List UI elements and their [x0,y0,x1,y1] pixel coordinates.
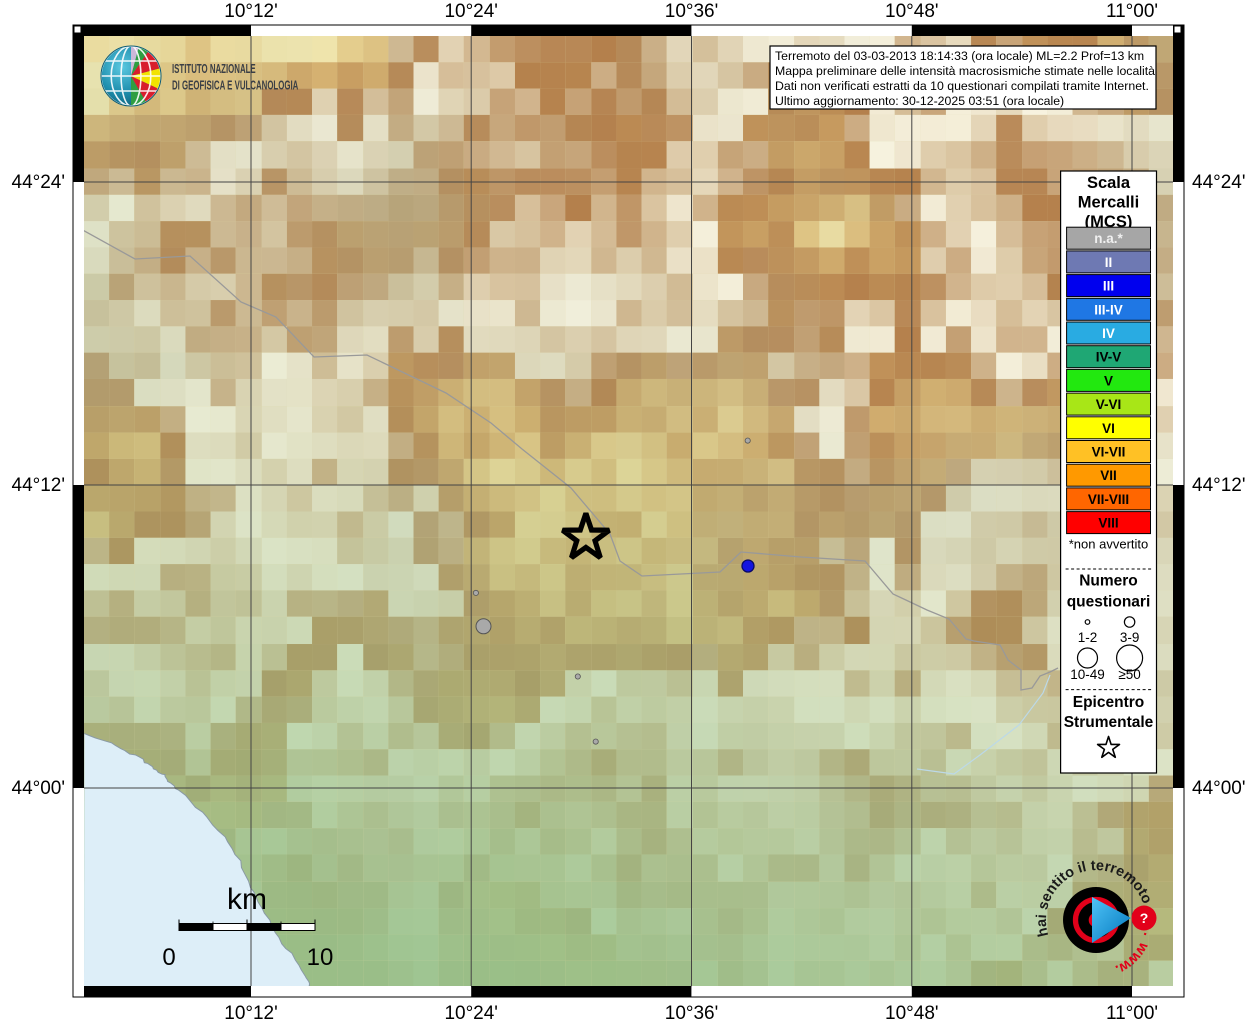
svg-text:VII-VIII: VII-VIII [1088,492,1129,507]
svg-text:Strumentale: Strumentale [1064,714,1154,731]
svg-text:VII: VII [1100,468,1117,483]
svg-text:10°24': 10°24' [444,1003,498,1024]
svg-text:ISTITUTO NAZIONALE: ISTITUTO NAZIONALE [172,62,256,77]
svg-text:Terremoto del 03-03-2013 18:14: Terremoto del 03-03-2013 18:14:33 (ora l… [775,49,1144,63]
svg-text:Dati non verificati estratti d: Dati non verificati estratti da 10 quest… [775,79,1149,93]
svg-text:*non avvertito: *non avvertito [1069,536,1149,551]
svg-text:Numero: Numero [1079,573,1138,590]
svg-text:10°36': 10°36' [665,1,719,22]
svg-text:VI: VI [1102,421,1115,436]
svg-text:VI-VII: VI-VII [1092,445,1126,460]
svg-text:III: III [1103,279,1114,294]
svg-text:3-9: 3-9 [1120,630,1140,645]
svg-text:III-IV: III-IV [1094,302,1123,317]
svg-text:Mercalli: Mercalli [1078,194,1139,212]
svg-text:V: V [1104,373,1113,388]
svg-text:44°24': 44°24' [1192,172,1246,193]
svg-text:10°24': 10°24' [444,1,498,22]
svg-text:Scala: Scala [1087,174,1131,192]
svg-text:km: km [227,883,267,916]
svg-text:II: II [1105,255,1113,270]
svg-text:Epicentro: Epicentro [1073,694,1144,711]
svg-text:≥50: ≥50 [1118,667,1140,682]
svg-text:10°12': 10°12' [224,1,278,22]
svg-text:DI GEOFISICA E VULCANOLOGIA: DI GEOFISICA E VULCANOLOGIA [172,79,298,94]
svg-text:11°00': 11°00' [1106,1,1158,22]
svg-text:44°00': 44°00' [1192,778,1246,799]
svg-text:10°48': 10°48' [885,1003,939,1024]
svg-text:1-2: 1-2 [1078,630,1098,645]
svg-text:44°12': 44°12' [12,475,66,496]
svg-text:questionari: questionari [1067,594,1151,611]
svg-text:44°12': 44°12' [1192,475,1246,496]
svg-text:10°12': 10°12' [224,1003,278,1024]
svg-text:0: 0 [162,944,175,971]
svg-text:?: ? [1140,910,1149,926]
svg-text:IV-V: IV-V [1096,350,1122,365]
svg-text:V-VI: V-VI [1096,397,1122,412]
svg-text:n.a.*: n.a.* [1094,231,1123,246]
svg-text:IV: IV [1102,326,1115,341]
svg-text:10-49: 10-49 [1070,667,1105,682]
svg-text:VIII: VIII [1098,516,1118,531]
svg-text:Mappa preliminare delle intens: Mappa preliminare delle intensità macros… [775,64,1155,78]
svg-text:44°00': 44°00' [12,778,66,799]
svg-text:10°36': 10°36' [665,1003,719,1024]
svg-text:11°00': 11°00' [1106,1003,1158,1024]
svg-text:10: 10 [307,944,334,971]
svg-text:10°48': 10°48' [885,1,939,22]
svg-text:44°24': 44°24' [12,172,66,193]
svg-text:Ultimo aggiornamento: 30-12-20: Ultimo aggiornamento: 30-12-2025 03:51 (… [775,94,1064,108]
